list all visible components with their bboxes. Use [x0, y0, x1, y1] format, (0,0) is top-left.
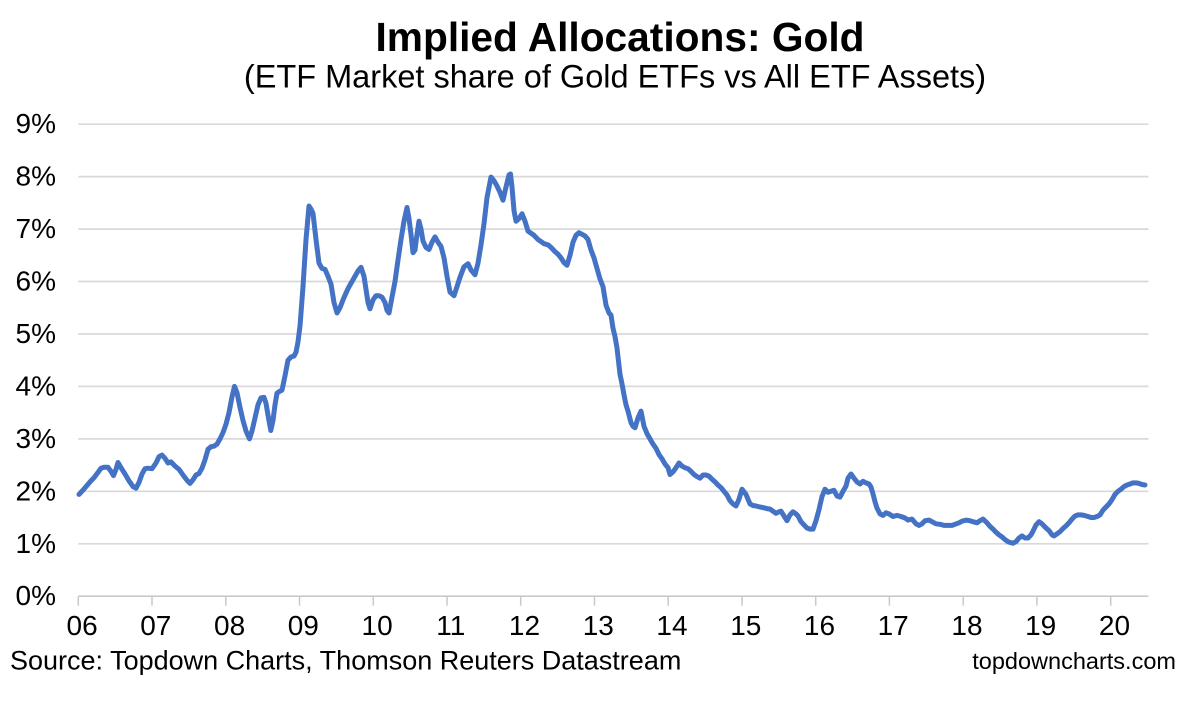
- svg-text:7%: 7%: [16, 213, 56, 244]
- svg-text:12: 12: [509, 610, 540, 641]
- svg-text:6%: 6%: [16, 266, 56, 297]
- svg-text:09: 09: [288, 610, 319, 641]
- svg-text:16: 16: [804, 610, 835, 641]
- svg-text:3%: 3%: [16, 423, 56, 454]
- svg-text:1%: 1%: [16, 528, 56, 559]
- svg-text:(ETF Market share of Gold ETFs: (ETF Market share of Gold ETFs vs All ET…: [244, 59, 986, 95]
- svg-text:5%: 5%: [16, 318, 56, 349]
- svg-text:20: 20: [1099, 610, 1130, 641]
- svg-text:17: 17: [878, 610, 909, 641]
- svg-text:18: 18: [951, 610, 982, 641]
- svg-text:13: 13: [583, 610, 614, 641]
- svg-text:topdowncharts.com: topdowncharts.com: [972, 648, 1176, 674]
- svg-text:Source: Topdown Charts, Thomso: Source: Topdown Charts, Thomson Reuters …: [10, 646, 681, 676]
- svg-text:14: 14: [656, 610, 687, 641]
- svg-text:11: 11: [436, 610, 465, 641]
- svg-text:06: 06: [67, 610, 98, 641]
- svg-text:9%: 9%: [16, 108, 56, 139]
- svg-text:15: 15: [730, 610, 761, 641]
- svg-text:8%: 8%: [16, 161, 56, 192]
- svg-text:07: 07: [140, 610, 171, 641]
- svg-text:4%: 4%: [16, 370, 56, 401]
- svg-text:19: 19: [1025, 610, 1056, 641]
- svg-text:0%: 0%: [16, 580, 56, 611]
- svg-text:2%: 2%: [16, 475, 56, 506]
- svg-text:08: 08: [214, 610, 245, 641]
- svg-text:Implied Allocations: Gold: Implied Allocations: Gold: [375, 14, 864, 60]
- svg-text:10: 10: [362, 610, 393, 641]
